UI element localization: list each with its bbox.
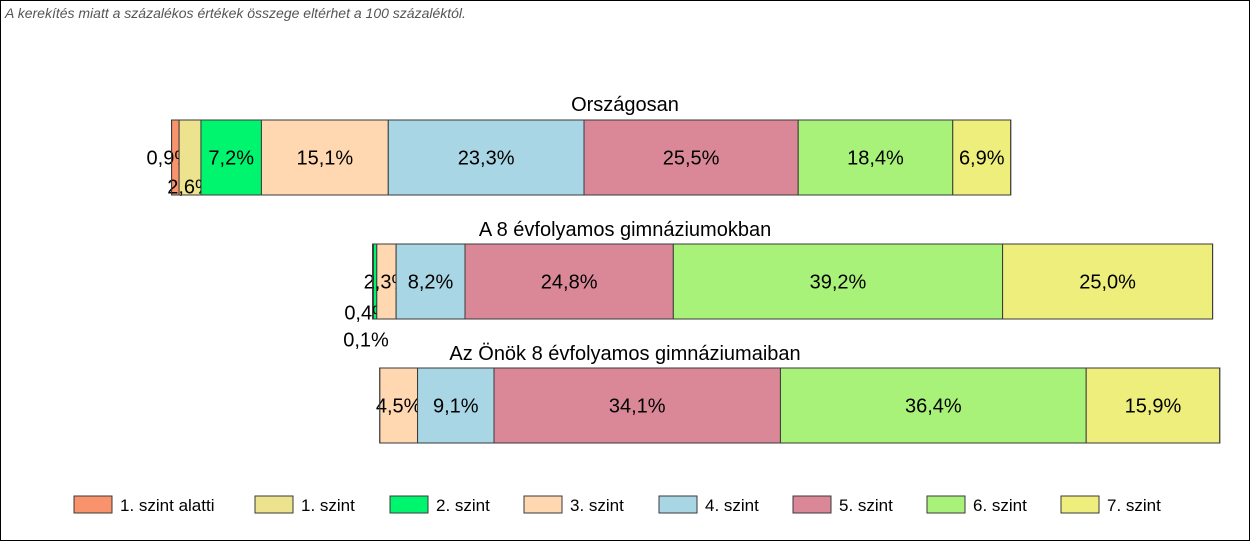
legend-item: 6. szint (926, 495, 1027, 515)
data-label: 34,1% (609, 396, 666, 418)
data-label: 8,2% (408, 272, 454, 294)
data-label: 7,2% (208, 148, 254, 170)
legend-item: 4. szint (658, 495, 759, 515)
bar-outline (372, 243, 1214, 320)
data-label: 15,9% (1125, 396, 1182, 418)
legend-label: 7. szint (1107, 496, 1161, 515)
bar-group: A 8 évfolyamos gimnáziumokban0,1%0,4%2,3… (343, 219, 1214, 352)
data-label: 15,1% (297, 148, 354, 170)
legend-item: 3. szint (523, 495, 624, 515)
bar-group: Az Önök 8 évfolyamos gimnáziumaiban 4,5% 9… (376, 343, 1221, 444)
legend-item: 7. szint (1060, 495, 1161, 515)
category-title: A 8 évfolyamos gimnáziumokban (479, 219, 771, 241)
legend-item: 1. szint (254, 495, 355, 515)
legend: 1. szint alatti 1. szint 2. szint 3. szint 4… (73, 495, 1161, 515)
legend-item: 1. szint alatti (73, 495, 215, 515)
bar-segment (464, 243, 674, 320)
legend-item: 5. szint (792, 495, 893, 515)
category-title: Országosan (571, 94, 679, 116)
data-label: 6,9% (959, 148, 1005, 170)
legend-swatch (389, 495, 429, 514)
legend-label: 6. szint (973, 496, 1027, 515)
legend-swatch (926, 495, 966, 514)
bar-segment (493, 367, 781, 444)
legend-swatch (1060, 495, 1100, 514)
bar-segment (672, 243, 1004, 320)
legend-swatch (658, 495, 698, 514)
legend-item: 2. szint (389, 495, 490, 515)
category-title: Az Önök 8 évfolyamos gimnáziumaiban (449, 343, 800, 365)
bar-outline (171, 119, 1012, 196)
legend-label: 4. szint (705, 496, 759, 515)
bar-segment (1085, 367, 1221, 444)
legend-swatch (254, 495, 294, 514)
legend-label: 1. szint (301, 496, 355, 515)
data-label: 36,4% (905, 396, 962, 418)
legend-swatch (792, 495, 832, 514)
data-label: 18,4% (847, 148, 904, 170)
bar-segment (1002, 243, 1214, 320)
data-label: 9,1% (433, 396, 479, 418)
bar-segment (779, 367, 1087, 444)
bar-outline (379, 367, 1221, 444)
data-label: 25,5% (663, 148, 720, 170)
bar-segment (583, 119, 799, 196)
legend-label: 1. szint alatti (120, 496, 215, 515)
legend-label: 3. szint (570, 496, 624, 515)
legend-label: 5. szint (839, 496, 893, 515)
data-label: 4,5% (376, 396, 422, 418)
rounding-note: A kerekítés miatt a százalékos értékek ö… (5, 5, 466, 21)
data-label: 0,1% (343, 330, 389, 352)
bar-segment (417, 367, 495, 444)
data-label: 39,2% (810, 272, 867, 294)
data-label: 23,3% (458, 148, 515, 170)
legend-swatch (73, 495, 113, 514)
data-label: 25,0% (1079, 272, 1136, 294)
legend-label: 2. szint (436, 496, 490, 515)
legend-swatch (523, 495, 563, 514)
data-label: 24,8% (541, 272, 598, 294)
